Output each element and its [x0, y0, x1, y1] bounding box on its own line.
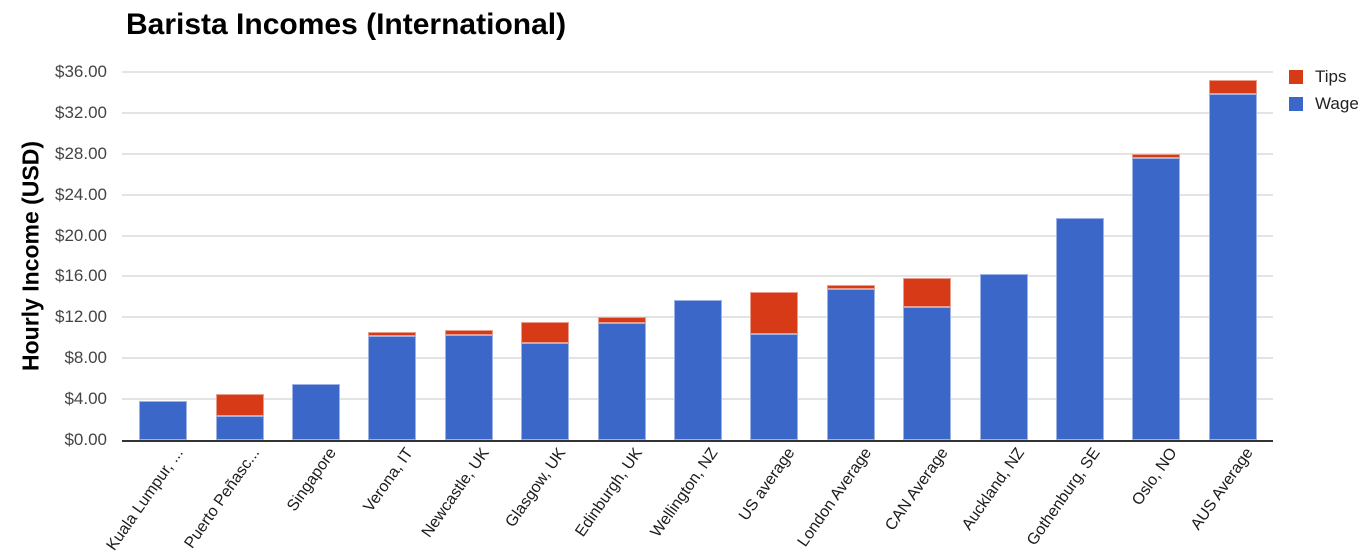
grid-line — [122, 71, 1273, 73]
x-category-label: US average — [735, 445, 799, 524]
x-category-label: Puerto Peñasc... — [181, 445, 264, 552]
bar-tips-segment — [1132, 153, 1181, 158]
y-axis-tick-label: $24.00 — [55, 184, 107, 204]
bar-wage-segment — [903, 307, 952, 440]
y-axis-tick-label: $4.00 — [64, 389, 107, 409]
y-axis-tick-label: $36.00 — [55, 62, 107, 81]
y-axis-tick-label: $8.00 — [64, 348, 107, 368]
legend-label: Wage — [1315, 94, 1359, 113]
y-axis-tick-label: $20.00 — [55, 225, 107, 245]
bar-tips-segment — [597, 317, 646, 324]
bar-tips-segment — [521, 322, 570, 343]
x-axis-line — [122, 440, 1273, 442]
x-category-label: Glasgow, UK — [502, 445, 570, 531]
bar-wage-segment — [1056, 218, 1104, 440]
bar-tips-segment — [1208, 80, 1257, 95]
y-axis-tick-label: $0.00 — [64, 430, 107, 449]
x-category-label: Newcastle, UK — [418, 445, 493, 541]
y-axis-tick-label: $16.00 — [55, 266, 107, 286]
x-category-label: Kuala Lumpur, ... — [103, 445, 188, 554]
bar-tips-segment — [903, 278, 952, 308]
legend-item: Wage — [1289, 94, 1359, 113]
grid-line — [122, 275, 1273, 278]
bar-tips-segment — [215, 394, 264, 417]
bar-wage-segment — [1132, 157, 1181, 440]
x-category-label: Oslo, NO — [1128, 445, 1181, 509]
bar-tips-segment — [826, 284, 875, 289]
bar-tips-segment — [750, 291, 799, 334]
legend-item: Tips — [1289, 67, 1347, 86]
legend-swatch — [1289, 97, 1303, 111]
bar-wage-segment — [139, 401, 188, 440]
bar-wage-segment — [215, 416, 264, 440]
y-axis-tick-label: $28.00 — [55, 143, 107, 163]
bar-wage-segment — [674, 299, 722, 440]
x-category-label: CAN Average — [881, 445, 952, 534]
bar-tips-segment — [444, 329, 493, 335]
x-category-label: Verona, IT — [360, 445, 417, 516]
bar-wage-segment — [750, 333, 799, 440]
bar-wage-segment — [368, 335, 417, 440]
bar-wage-segment — [979, 274, 1028, 440]
bar-wage-segment — [826, 288, 875, 440]
grid-line — [122, 152, 1273, 155]
bar-wage-segment — [1208, 94, 1257, 440]
y-axis-title: Hourly Income (USD) — [17, 140, 44, 372]
y-axis-tick-label: $12.00 — [55, 307, 107, 327]
x-category-label: Wellington, NZ — [647, 445, 722, 541]
x-category-label: Gothenburg, SE — [1024, 445, 1104, 549]
bar-wage-segment — [444, 334, 493, 440]
x-category-label: Auckland, NZ — [958, 445, 1028, 534]
grid-line — [122, 111, 1273, 114]
legend-swatch — [1289, 70, 1303, 84]
x-category-label: Edinburgh, UK — [571, 445, 646, 540]
grid-line — [122, 234, 1273, 237]
bar-tips-segment — [368, 331, 417, 336]
bar-wage-segment — [292, 383, 340, 440]
x-category-label: Singapore — [284, 445, 340, 515]
bar-wage-segment — [521, 342, 570, 440]
grid-line — [122, 193, 1273, 196]
legend-label: Tips — [1315, 67, 1347, 86]
bar-wage-segment — [597, 323, 646, 440]
x-category-label: London Average — [794, 445, 875, 550]
y-axis-tick-label: $32.00 — [55, 102, 107, 122]
x-category-label: AUS Average — [1187, 445, 1257, 534]
chart-title: Barista Incomes (International) — [126, 8, 567, 41]
